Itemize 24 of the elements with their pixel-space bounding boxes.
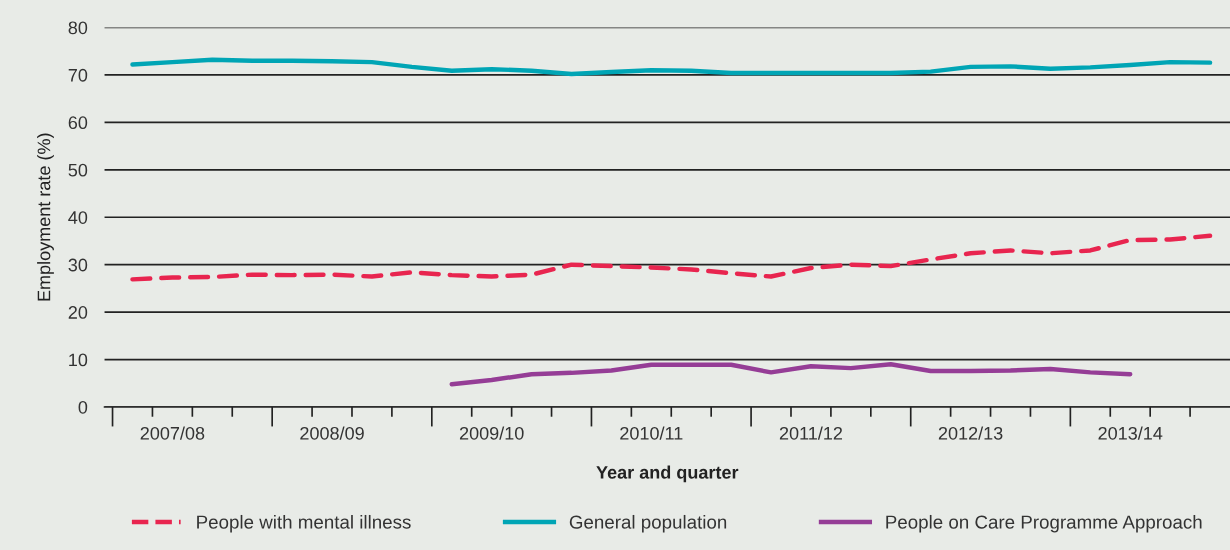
y-tick-label: 10 xyxy=(69,353,88,367)
legend-label: People with mental illness xyxy=(197,514,411,533)
y-tick-label: 20 xyxy=(68,306,88,319)
y-tick-label: 60 xyxy=(68,116,88,130)
x-tick-label: 2008/09 xyxy=(300,426,364,440)
x-tick-label: 2013/14 xyxy=(1098,426,1163,440)
y-tick-label: 40 xyxy=(68,211,88,224)
x-tick-label: 2010/11 xyxy=(620,426,683,440)
y-tick-label: 0 xyxy=(78,400,88,414)
x-axis-title: Year and quarter xyxy=(596,465,739,483)
y-tick-label: 70 xyxy=(68,68,88,82)
x-tick-label: 2011/12 xyxy=(779,426,843,440)
legend-label: People on Care Programme Approach xyxy=(886,514,1202,533)
x-tick-label: 2007/08 xyxy=(140,426,205,440)
y-axis-title: Employment rate (%) xyxy=(37,133,54,301)
line-series xyxy=(130,233,1213,282)
x-tick-label: 2009/10 xyxy=(459,426,524,440)
line-series xyxy=(130,57,1213,77)
y-tick-label: 50 xyxy=(68,163,88,177)
y-tick-label: 80 xyxy=(68,21,88,35)
line-series xyxy=(449,362,1133,387)
legend-label: General population xyxy=(569,514,727,533)
x-tick-label: 2012/13 xyxy=(938,426,1003,440)
y-tick-label: 30 xyxy=(68,258,88,272)
